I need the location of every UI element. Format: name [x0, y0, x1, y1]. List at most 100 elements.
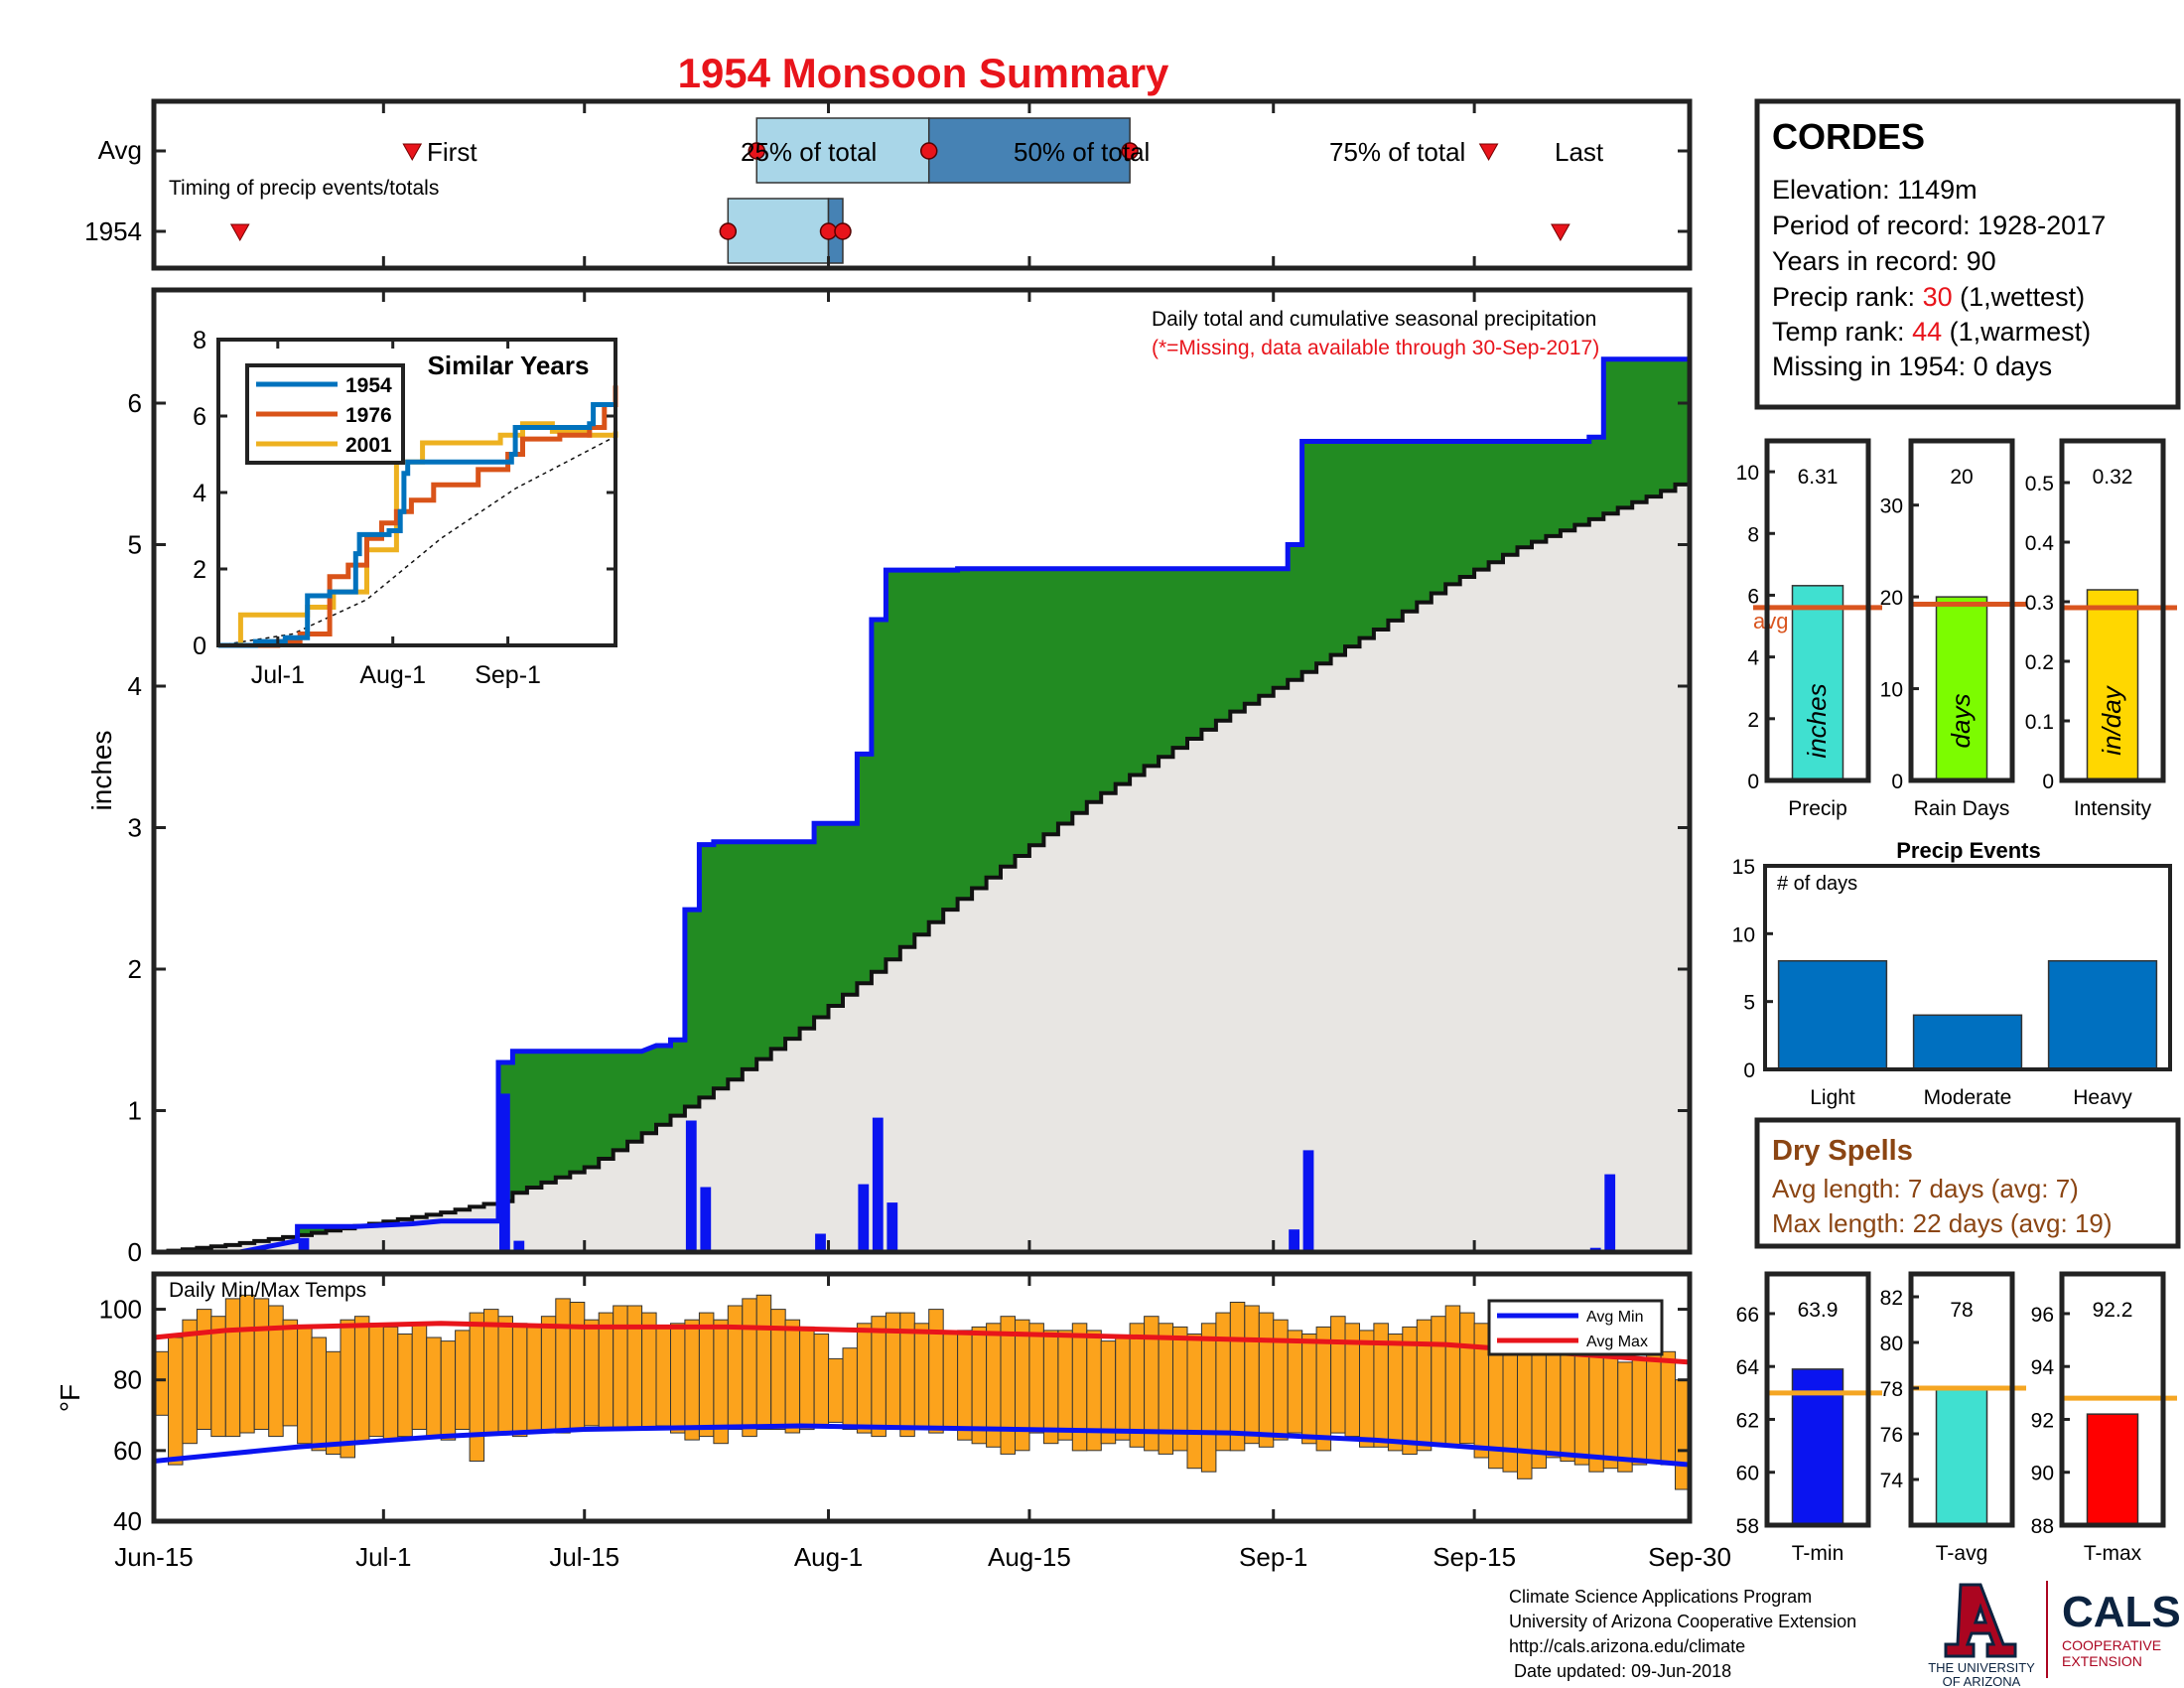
daily-precip-bar: [815, 1233, 826, 1252]
cumulative-surplus-area: [154, 358, 1690, 1252]
mini-tmax-ytick-label: 90: [2031, 1463, 2054, 1485]
station-elevation: Elevation: 1149m: [1772, 175, 1978, 205]
daily-temp-bar: [469, 1312, 485, 1462]
daily-temp-bar: [1057, 1330, 1073, 1441]
avg-first-marker-icon: [402, 143, 423, 162]
daily-temp-bar: [856, 1323, 873, 1434]
daily-temp-bar: [799, 1326, 815, 1431]
inset-xtick-label: Aug-1: [359, 661, 426, 689]
station-years: Years in record: 90: [1772, 246, 1996, 276]
main-ytick-label: 4: [128, 671, 142, 701]
daily-temp-bar: [784, 1319, 801, 1434]
mini-precip-ytick-label: 4: [1747, 647, 1759, 670]
timing-subtitle: Timing of precip events/totals: [169, 177, 439, 200]
daily-temp-bar: [368, 1323, 384, 1438]
mini-precip-frame: [1764, 438, 1871, 783]
main-annotation: Daily total and cumulative seasonal prec…: [1152, 308, 1596, 331]
temp-ylabel: °F: [55, 1384, 85, 1412]
daily-temp-bar: [196, 1309, 212, 1430]
daily-temp-bar: [684, 1319, 700, 1441]
station-precip-rank: Precip rank: 30 (1,wettest): [1772, 282, 2085, 312]
temp-legend-box: [1487, 1299, 1664, 1356]
daily-temp-bar: [326, 1350, 341, 1456]
daily-temp-bar: [1186, 1334, 1202, 1470]
mini-tmax-ytick-label: 94: [2031, 1356, 2055, 1379]
temp-title: Daily Min/Max Temps: [169, 1279, 366, 1302]
avg-p75-marker: [1121, 142, 1139, 160]
daily-temp-bar: [828, 1357, 844, 1423]
main-ytick-label: 1: [128, 1096, 142, 1126]
events-ytick-label: 0: [1743, 1059, 1755, 1082]
avg-min-line: [153, 1423, 1691, 1468]
shared-xtick-label: Sep-15: [1433, 1542, 1516, 1572]
mini-tavg-ytick-label: 74: [1880, 1470, 1904, 1492]
mini-intensity-ytick-label: 0.5: [2025, 473, 2054, 495]
footer: Climate Science Applications Program Uni…: [1509, 1587, 1856, 1681]
mini-precip-ytick-label: 8: [1747, 523, 1759, 546]
daily-temp-bar: [168, 1336, 184, 1466]
mini-intensity-ytick-label: 0.2: [2025, 651, 2054, 674]
inset-ytick-label: 6: [193, 403, 206, 431]
inset-ytick-label: 0: [193, 633, 206, 660]
events-ytick-label: 15: [1732, 856, 1755, 879]
daily-temp-bar: [1042, 1330, 1059, 1445]
year-p50-marker: [819, 222, 838, 240]
shared-xtick-label: Aug-15: [988, 1542, 1071, 1572]
mini-precip-avg-label: avg: [1753, 609, 1788, 633]
mini-tavg-value-label: 78: [1950, 1299, 1973, 1322]
daily-temp-bar: [182, 1319, 198, 1445]
coop-text-2: EXTENSION: [2062, 1653, 2142, 1669]
mini-tmin-ytick-label: 58: [1736, 1515, 1759, 1538]
ua-text-1: THE UNIVERSITY: [1928, 1660, 2035, 1675]
mini-precip-ytick-label: 6: [1747, 585, 1759, 608]
main-ytick-label: 6: [128, 388, 142, 418]
footer-line-1: Climate Science Applications Program: [1509, 1587, 1812, 1607]
daily-temp-bar: [297, 1326, 313, 1445]
mini-tmax-frame: [2059, 1271, 2166, 1528]
footer-line-2: University of Arizona Cooperative Extens…: [1509, 1612, 1856, 1631]
events-bar-heavy: [2047, 959, 2158, 1070]
mini-tavg-frame: [1908, 1271, 2015, 1528]
daily-temp-bar: [1115, 1336, 1131, 1441]
events-ytick-label: 10: [1732, 923, 1755, 946]
first-label: First: [427, 137, 478, 167]
mini-tmax-value-label: 92.2: [2093, 1299, 2133, 1322]
daily-temp-bar: [497, 1316, 513, 1434]
daily-temp-bar: [253, 1298, 270, 1431]
daily-precip-bar: [513, 1240, 525, 1252]
daily-temp-bar: [397, 1334, 413, 1438]
dry-spells-frame: [1754, 1117, 2181, 1249]
mini-tmax-category-label: T-max: [2084, 1542, 2142, 1565]
daily-temp-bar: [511, 1323, 528, 1438]
mini-precip-category-label: Precip: [1788, 797, 1847, 820]
daily-temp-bar: [913, 1323, 930, 1431]
mini-intensity-value-label: 0.32: [2093, 466, 2133, 489]
mini-intensity-ytick-label: 0.4: [2025, 532, 2055, 555]
daily-temp-bar: [698, 1312, 715, 1438]
events-bar-light: [1777, 959, 1888, 1070]
mini-tmin-ytick-label: 64: [1736, 1356, 1760, 1379]
mini-tmin-value-label: 63.9: [1798, 1299, 1839, 1322]
mini-precip-bar: [1791, 585, 1844, 781]
daily-temp-bar: [1431, 1316, 1446, 1445]
daily-temp-bar: [555, 1298, 571, 1434]
daily-temp-bar: [1602, 1350, 1619, 1470]
daily-temp-bar: [1330, 1316, 1346, 1434]
mini-intensity-ytick-label: 0: [2042, 771, 2054, 793]
cals-text: CALS: [2062, 1588, 2181, 1636]
mini-tmin-ytick-label: 66: [1736, 1304, 1759, 1327]
mini-precip-unit-label: inches: [1802, 683, 1832, 758]
daily-temp-bar: [1100, 1340, 1117, 1445]
mini-rain-days-bar: [1935, 596, 1988, 781]
station-name: CORDES: [1772, 116, 1925, 157]
avg-max-line: [153, 1321, 1691, 1365]
year-p25-p50-box: [727, 198, 830, 264]
daily-precip-bar: [1604, 1174, 1616, 1252]
year-p75-marker: [834, 222, 852, 240]
university-of-arizona-logo: THE UNIVERSITY OF ARIZONA CALS COOPERATI…: [1928, 1581, 2181, 1688]
precip-events-chart: Light Moderate Heavy 0 5 10 15 Precip Events #…: [1732, 838, 2172, 1109]
main-ytick-label: 0: [128, 1237, 142, 1267]
temp-ytick-label: 40: [113, 1506, 142, 1536]
mini-intensity-bar: [2086, 589, 2139, 781]
timing-panel: Avg 1954 Timing of precip events/totals …: [84, 98, 1693, 271]
